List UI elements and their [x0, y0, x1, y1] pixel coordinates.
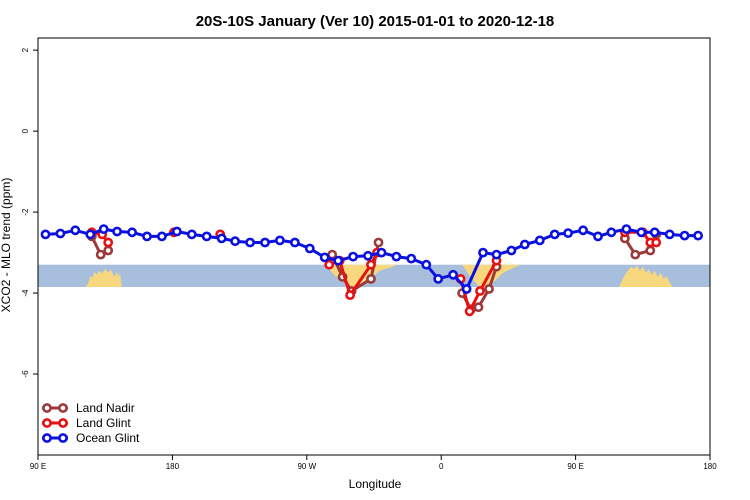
ocean-glint-point [491, 249, 502, 260]
land-glint-point [103, 237, 114, 248]
x-tick-label: 0 [439, 462, 444, 471]
legend-marker-land-nadir [58, 403, 68, 413]
ocean-glint-point [693, 230, 703, 241]
legend-marker-land-glint [42, 418, 52, 428]
legend-marker-ocean-glint [58, 433, 68, 443]
legend-marker-ocean-glint [42, 433, 52, 443]
ocean-glint-point [55, 228, 66, 239]
land-nadir-point [103, 245, 114, 256]
ocean-glint-point [606, 227, 617, 238]
ocean-glint-point [519, 239, 530, 250]
land-nadir-point [366, 273, 376, 284]
land-patch-4 [618, 265, 673, 287]
ocean-glint-point [127, 227, 137, 238]
ocean-glint-point [319, 252, 330, 263]
ocean-glint-point [348, 251, 358, 262]
ocean-glint-point [448, 269, 458, 280]
x-tick-label: 90 W [297, 462, 316, 471]
ocean-glint-point [304, 243, 315, 254]
series-ocean-glint [40, 224, 703, 294]
land-nadir-point [473, 302, 484, 313]
ocean-glint-line [45, 227, 699, 291]
ocean-glint-point [478, 247, 488, 258]
legend-item-ocean-glint: Ocean Glint [42, 431, 140, 445]
ocean-glint-point [245, 237, 255, 248]
ocean-glint-point [549, 229, 560, 240]
legend-marker-land-glint [58, 418, 68, 428]
ocean-glint-point [433, 273, 444, 284]
ocean-glint-point [578, 225, 588, 236]
legend-label-ocean-glint: Ocean Glint [76, 431, 140, 445]
land-glint-point [324, 259, 335, 270]
ocean-glint-point [98, 224, 109, 234]
y-axis-label: XCO2 - MLO trend (ppm) [0, 178, 13, 313]
ocean-glint-point [186, 229, 197, 240]
ocean-glint-point [621, 224, 632, 234]
legend-marker-land-nadir [42, 403, 52, 413]
y-tick-label: 2 [21, 47, 30, 52]
ocean-glint-point [563, 228, 573, 238]
ocean-glint-point [171, 226, 182, 237]
ocean-glint-point [274, 235, 285, 246]
y-tick-label: -6 [21, 370, 30, 378]
y-tick-label: 0 [21, 128, 30, 133]
land-nadir-point [95, 249, 106, 260]
ocean-glint-point [664, 229, 675, 240]
legend-item-land-glint: Land Glint [42, 416, 131, 430]
ocean-glint-point [289, 237, 300, 248]
ocean-glint-point [421, 259, 432, 270]
x-axis-label: Longitude [349, 477, 402, 491]
ocean-glint-point [593, 231, 603, 242]
legend-item-land-nadir: Land Nadir [42, 401, 135, 415]
y-tick-label: -2 [21, 208, 30, 216]
land-nadir-point [373, 237, 384, 248]
ocean-glint-point [40, 229, 51, 240]
ocean-glint-point [506, 245, 517, 256]
x-tick-label: 180 [703, 462, 717, 471]
land-glint-point [366, 259, 376, 270]
ocean-glint-point [112, 226, 122, 237]
land-glint-point [475, 286, 485, 296]
legend-label-land-glint: Land Glint [76, 416, 131, 430]
land-glint-line [459, 259, 498, 313]
land-glint-point [345, 290, 355, 300]
ocean-glint-point [376, 247, 387, 258]
land-nadir-point [484, 284, 494, 294]
ocean-glint-point [406, 253, 417, 264]
ocean-glint-point [363, 250, 373, 261]
land-glint-point [651, 237, 662, 248]
plot-frame [37, 37, 711, 456]
ocean-glint-point [679, 230, 690, 241]
legend-label-land-nadir: Land Nadir [76, 401, 135, 415]
y-tick-label: -4 [21, 289, 30, 297]
ocean-glint-point [142, 231, 152, 242]
ocean-glint-point [216, 233, 227, 244]
ocean-glint-point [333, 255, 344, 266]
land-nadir-point [630, 249, 641, 260]
x-tick-label: 90 E [30, 462, 46, 471]
ocean-glint-point [230, 236, 240, 247]
ocean-glint-point [636, 227, 647, 238]
ocean-glint-point [85, 229, 96, 240]
land-glint-point [464, 306, 475, 317]
series-layer [40, 224, 703, 317]
land-nadir-point [645, 245, 656, 256]
ocean-glint-point [649, 227, 660, 238]
x-tick-label: 180 [166, 462, 180, 471]
ocean-glint-point [260, 237, 270, 248]
y-axis: 2 0 -2 -4 -6 [21, 47, 38, 378]
ocean-glint-point [391, 251, 402, 262]
ocean-glint-point [156, 231, 167, 242]
ocean-glint-point [201, 231, 212, 242]
ocean-glint-point [461, 284, 472, 294]
land-patch-1 [85, 268, 122, 287]
x-axis: 90 E 180 90 W 0 90 E 180 [30, 455, 717, 471]
ocean-glint-point [534, 235, 545, 246]
ocean-glint-point [70, 225, 81, 236]
chart-title: 20S-10S January (Ver 10) 2015-01-01 to 2… [196, 13, 555, 30]
x-tick-label: 90 E [567, 462, 583, 471]
